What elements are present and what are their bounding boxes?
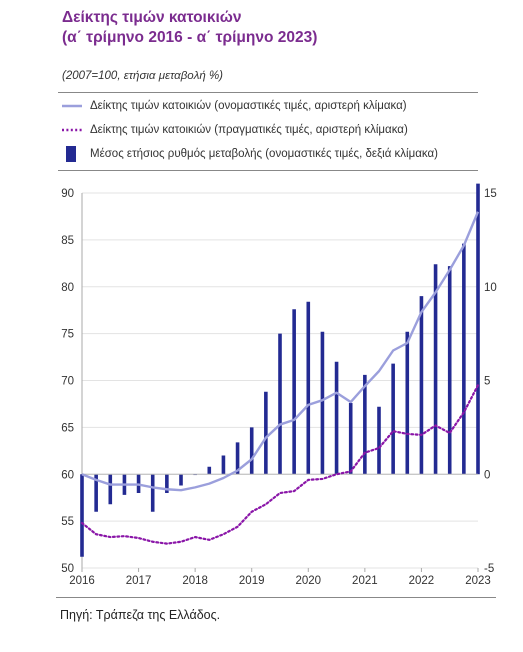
bar <box>419 296 424 475</box>
legend-swatch-real <box>62 128 82 132</box>
legend: Δείκτης τιμών κατοικιών (ονομαστικές τιμ… <box>58 94 478 166</box>
bar <box>377 406 381 475</box>
bar <box>278 333 282 475</box>
right-tick-label: -5 <box>484 563 494 575</box>
left-tick-label: 50 <box>61 563 74 575</box>
x-tick-label: 2023 <box>465 575 491 587</box>
chart-title-line1: Δείκτης τιμών κατοικιών <box>62 9 242 26</box>
x-tick-label: 2017 <box>126 575 152 587</box>
right-axis-ticks: -5 0 5 10 15 <box>484 188 497 575</box>
bar <box>292 309 296 475</box>
legend-item-bars: Μέσος ετήσιος ρυθμός μεταβολής (ονομαστι… <box>58 142 478 166</box>
bar <box>462 243 466 475</box>
bar <box>348 403 353 475</box>
bar <box>306 301 311 475</box>
bar <box>363 374 367 475</box>
bar <box>476 183 480 475</box>
bar <box>80 474 84 557</box>
x-tick-label: 2018 <box>182 575 208 587</box>
bar <box>447 266 452 475</box>
right-tick-label: 0 <box>484 469 490 481</box>
bar <box>320 331 325 475</box>
legend-label-real: Δείκτης τιμών κατοικιών (πραγματικές τιμ… <box>90 124 408 136</box>
bar <box>150 474 155 512</box>
x-tick-label: 2021 <box>352 575 378 587</box>
chart-subtitle: (2007=100, ετήσια μεταβολή %) <box>62 70 223 82</box>
left-tick-label: 65 <box>61 422 74 434</box>
bar-series <box>80 183 480 557</box>
source-rule <box>56 597 496 598</box>
bar <box>221 455 226 475</box>
bar <box>179 474 183 486</box>
bar <box>207 466 212 475</box>
left-tick-label: 90 <box>61 188 74 200</box>
legend-swatch-bars <box>66 146 76 162</box>
x-tick-label: 2016 <box>69 575 95 587</box>
x-axis-ticks: 2016 2017 2018 2019 2020 2021 2022 2023 <box>69 568 491 587</box>
bar <box>235 442 240 475</box>
left-tick-label: 85 <box>61 235 74 247</box>
legend-item-real: Δείκτης τιμών κατοικιών (πραγματικές τιμ… <box>58 118 478 142</box>
chart-title-line2: (α΄ τρίμηνο 2016 - α΄ τρίμηνο 2023) <box>62 29 318 46</box>
bar <box>433 264 438 475</box>
legend-label-nominal: Δείκτης τιμών κατοικιών (ονομαστικές τιμ… <box>90 100 407 112</box>
bar <box>264 391 268 475</box>
bar <box>405 331 410 475</box>
bar <box>249 427 254 475</box>
line-real <box>80 384 480 545</box>
left-tick-label: 80 <box>61 282 74 294</box>
right-tick-label: 5 <box>484 376 490 388</box>
bar <box>391 363 395 475</box>
left-tick-label: 60 <box>61 469 74 481</box>
legend-top-rule <box>58 92 478 93</box>
bar <box>334 361 339 475</box>
chart-title: Δείκτης τιμών κατοικιών (α΄ τρίμηνο 2016… <box>62 8 317 48</box>
right-tick-label: 10 <box>484 282 497 294</box>
bar <box>165 474 169 493</box>
bar <box>94 474 98 512</box>
right-tick-label: 15 <box>484 188 497 200</box>
line-series <box>80 211 480 545</box>
x-tick-label: 2022 <box>409 575 435 587</box>
left-tick-label: 55 <box>61 516 74 528</box>
line-nominal <box>81 211 480 492</box>
x-tick-label: 2020 <box>295 575 321 587</box>
legend-label-bars: Μέσος ετήσιος ρυθμός μεταβολής (ονομαστι… <box>90 148 438 160</box>
legend-swatch-nominal <box>62 104 82 108</box>
left-tick-label: 70 <box>61 376 74 388</box>
source-note: Πηγή: Τράπεζα της Ελλάδος. <box>60 608 221 622</box>
legend-bottom-rule <box>58 170 478 171</box>
left-tick-label: 75 <box>61 329 74 341</box>
x-tick-label: 2019 <box>239 575 265 587</box>
legend-item-nominal: Δείκτης τιμών κατοικιών (ονομαστικές τιμ… <box>58 94 478 118</box>
left-axis-ticks: 50 55 60 65 70 75 80 85 90 <box>61 188 74 575</box>
bar <box>108 474 113 505</box>
